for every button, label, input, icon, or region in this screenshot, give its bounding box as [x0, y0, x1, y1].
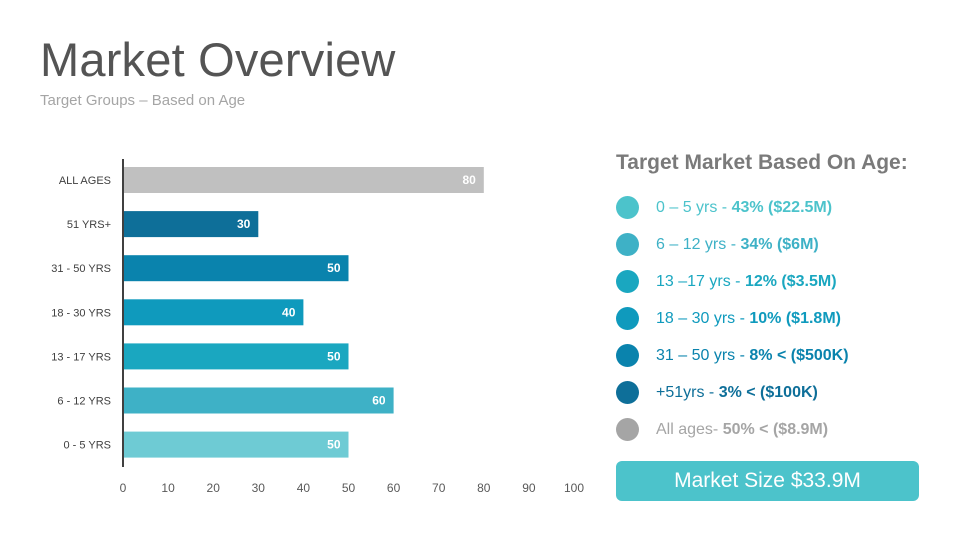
data-label: 50 — [327, 349, 341, 363]
bar — [123, 343, 349, 370]
x-tick-label: 90 — [522, 481, 536, 495]
legend-item: 6 – 12 yrs - 34% ($6M) — [616, 226, 849, 263]
bar — [123, 255, 349, 282]
page-subtitle: Target Groups – Based on Age — [40, 92, 246, 109]
target-market-list: 0 – 5 yrs - 43% ($22.5M) 6 – 12 yrs - 34%… — [616, 189, 849, 448]
x-tick-label: 80 — [477, 481, 491, 495]
data-label: 30 — [237, 217, 251, 231]
x-tick-label: 50 — [342, 481, 356, 495]
x-tick-label: 60 — [387, 481, 401, 495]
legend-text: 13 –17 yrs - 12% ($3.5M) — [656, 273, 837, 291]
legend-dot-icon — [616, 381, 639, 404]
legend-text: +51yrs - 3% < ($100K) — [656, 384, 818, 402]
bar — [123, 431, 349, 458]
category-label: 18 - 30 YRS — [51, 307, 111, 319]
category-label: 13 - 17 YRS — [51, 351, 111, 363]
legend-dot-icon — [616, 418, 639, 441]
legend-item: +51yrs - 3% < ($100K) — [616, 374, 849, 411]
data-label: 50 — [327, 438, 341, 452]
category-label: 31 - 50 YRS — [51, 263, 111, 275]
legend-stat: 10% ($1.8M) — [749, 309, 841, 327]
legend-item: 31 – 50 yrs - 8% < ($500K) — [616, 337, 849, 374]
panel-heading: Target Market Based On Age: — [616, 151, 908, 174]
bar — [123, 387, 394, 414]
legend-item: 18 – 30 yrs - 10% ($1.8M) — [616, 300, 849, 337]
legend-stat: 8% < ($500K) — [749, 346, 849, 364]
age-bar-chart: ALL AGES 80 51 YRS+ 30 31 - 50 YRS 50 18 - 30 … — [51, 159, 584, 495]
legend-stat: 50% < ($8.9M) — [722, 420, 829, 438]
category-label: 6 - 12 YRS — [57, 396, 111, 408]
legend-dot-icon — [616, 307, 639, 330]
legend-range: All ages- — [656, 420, 723, 438]
legend-text: 18 – 30 yrs - 10% ($1.8M) — [656, 310, 841, 328]
legend-stat: 34% ($6M) — [740, 235, 819, 253]
x-tick-label: 0 — [120, 481, 127, 495]
legend-text: 6 – 12 yrs - 34% ($6M) — [656, 236, 819, 254]
legend-item: All ages- 50% < ($8.9M) — [616, 411, 849, 448]
bar — [123, 167, 484, 193]
market-size-button[interactable]: Market Size $33.9M — [616, 461, 919, 501]
legend-range: 13 –17 yrs - — [656, 272, 745, 290]
page-title: Market Overview — [40, 33, 396, 86]
legend-dot-icon — [616, 344, 639, 367]
legend-text: 0 – 5 yrs - 43% ($22.5M) — [656, 199, 832, 217]
data-label: 80 — [462, 173, 476, 187]
data-label: 60 — [372, 394, 386, 408]
x-tick-label: 30 — [252, 481, 266, 495]
legend-item: 13 –17 yrs - 12% ($3.5M) — [616, 263, 849, 300]
legend-text: All ages- 50% < ($8.9M) — [656, 421, 828, 439]
bar — [123, 299, 304, 326]
legend-item: 0 – 5 yrs - 43% ($22.5M) — [616, 189, 849, 226]
legend-range: +51yrs - — [656, 383, 719, 401]
data-label: 40 — [282, 305, 296, 319]
category-label: ALL AGES — [59, 175, 111, 187]
x-tick-label: 100 — [564, 481, 584, 495]
legend-dot-icon — [616, 270, 639, 293]
x-tick-label: 20 — [207, 481, 221, 495]
category-label: 0 - 5 YRS — [64, 440, 112, 452]
legend-range: 18 – 30 yrs - — [656, 309, 750, 327]
legend-text: 31 – 50 yrs - 8% < ($500K) — [656, 347, 849, 365]
legend-stat: 43% ($22.5M) — [731, 198, 833, 216]
bar — [123, 211, 259, 238]
x-tick-label: 70 — [432, 481, 446, 495]
legend-dot-icon — [616, 196, 639, 219]
category-label: 51 YRS+ — [67, 219, 111, 231]
x-tick-label: 10 — [161, 481, 175, 495]
legend-stat: 12% ($3.5M) — [744, 272, 837, 290]
x-tick-label: 40 — [297, 481, 311, 495]
legend-range: 31 – 50 yrs - — [656, 346, 750, 364]
legend-dot-icon — [616, 233, 639, 256]
legend-range: 6 – 12 yrs - — [656, 235, 741, 253]
data-label: 50 — [327, 261, 341, 275]
legend-stat: 3% < ($100K) — [718, 383, 818, 401]
legend-range: 0 – 5 yrs - — [656, 198, 732, 216]
